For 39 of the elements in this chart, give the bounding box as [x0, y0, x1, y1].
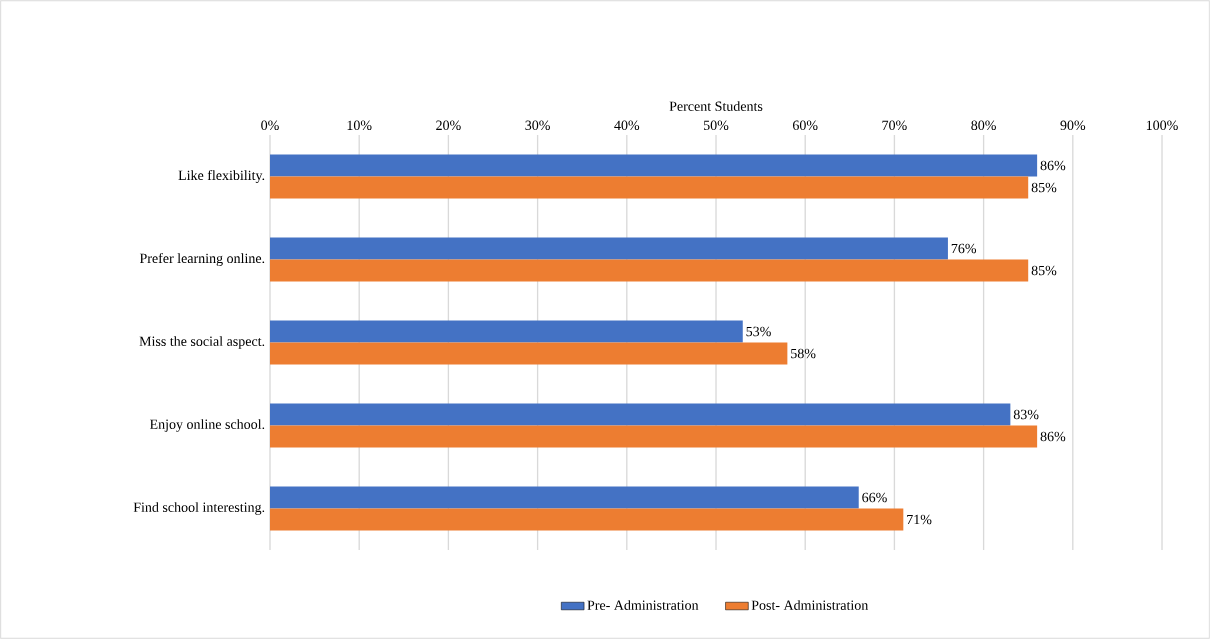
- data-label: 76%: [951, 243, 977, 254]
- data-label: 53%: [746, 326, 771, 337]
- x-tick-label: 0%: [261, 120, 279, 131]
- x-tick-label: 50%: [703, 120, 729, 131]
- legend-label: Pre- Administration: [587, 600, 699, 610]
- bar: [270, 508, 904, 531]
- bar: [270, 154, 1038, 177]
- bar: [270, 176, 1029, 199]
- data-label: 71%: [907, 514, 932, 525]
- bar: [270, 403, 1011, 426]
- x-tick-label: 30%: [525, 120, 550, 131]
- y-tick-label: Miss the social aspect.: [139, 336, 265, 349]
- bar: [270, 259, 1029, 282]
- x-tick-label: 60%: [792, 120, 818, 131]
- bar: [270, 425, 1038, 448]
- data-label: 83%: [1013, 409, 1039, 420]
- bar: [270, 320, 743, 343]
- data-label: 58%: [791, 348, 816, 359]
- y-tick-label: Prefer learning online.: [139, 253, 265, 266]
- data-label: 86%: [1040, 160, 1066, 171]
- data-label: 85%: [1031, 265, 1057, 276]
- bar: [270, 486, 859, 509]
- x-tick-label: 20%: [436, 120, 461, 131]
- y-tick-label: Like flexibility.: [178, 170, 265, 183]
- data-label: 86%: [1040, 431, 1066, 442]
- x-axis-title: Percent Students: [669, 101, 763, 111]
- y-tick-label: Enjoy online school.: [149, 419, 265, 432]
- x-tick-label: 100%: [1146, 120, 1178, 131]
- x-tick-label: 40%: [614, 120, 640, 131]
- x-tick-label: 80%: [971, 120, 996, 131]
- x-tick-label: 70%: [882, 120, 907, 131]
- bar: [270, 342, 788, 365]
- data-label: 66%: [862, 492, 887, 503]
- data-label: 85%: [1031, 182, 1057, 193]
- x-tick-label: 90%: [1060, 120, 1086, 131]
- x-tick-label: 10%: [347, 120, 372, 131]
- y-tick-label: Find school interesting.: [133, 502, 265, 515]
- bar: [270, 237, 948, 260]
- legend-label: Post- Administration: [751, 600, 869, 610]
